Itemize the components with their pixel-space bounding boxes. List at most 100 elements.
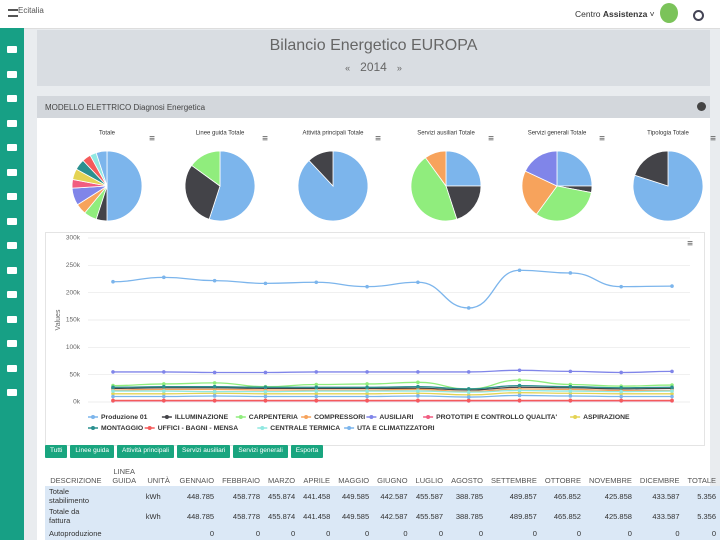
- point: [162, 392, 166, 396]
- sidebar-icon[interactable]: [7, 168, 17, 176]
- point: [314, 394, 319, 399]
- point: [111, 385, 115, 390]
- chart-menu: ≡: [710, 134, 716, 145]
- table-cell: 0: [264, 526, 300, 540]
- y-tick-label: 150k: [66, 317, 81, 324]
- sidebar-icon[interactable]: [7, 193, 17, 200]
- series-line: [112, 379, 673, 390]
- filter-button[interactable]: Servizi ausiliari: [177, 445, 231, 458]
- table-cell: 455.874: [264, 486, 300, 506]
- sidebar-icon[interactable]: [7, 291, 17, 298]
- column-header: AGOSTO: [451, 476, 484, 485]
- point: [111, 279, 115, 284]
- sidebar-icon[interactable]: [7, 95, 17, 102]
- prev-year[interactable]: «: [345, 63, 351, 73]
- sidebar-icon[interactable]: [7, 119, 17, 127]
- series-line: [112, 384, 673, 390]
- next-year[interactable]: »: [396, 63, 402, 73]
- point: [212, 394, 217, 398]
- legend-marker: [164, 415, 169, 419]
- pie-slice: [424, 150, 447, 188]
- y-tick-label: 100k: [66, 344, 81, 351]
- point: [466, 395, 471, 399]
- point: [619, 394, 623, 399]
- table-cell: kWh: [141, 506, 176, 526]
- pie-slice: [445, 150, 482, 187]
- table-row: Totale stabilimento kWh 448.785 458.778 455.…: [45, 486, 720, 506]
- series-line: [112, 269, 673, 309]
- filter-button[interactable]: Attività principali: [117, 445, 174, 458]
- point: [365, 389, 369, 393]
- brand[interactable]: Ecitalia: [18, 6, 44, 15]
- avatar[interactable]: [660, 3, 678, 23]
- chart-menu: ≡: [262, 134, 268, 145]
- point: [365, 370, 369, 374]
- point: [517, 368, 522, 373]
- legend-label: MONTAGGIO: [101, 425, 143, 432]
- pie-slice: [208, 150, 256, 222]
- point: [619, 370, 623, 375]
- table-cell: 448.785: [175, 506, 219, 526]
- point: [314, 385, 319, 390]
- point: [466, 398, 471, 403]
- point: [568, 271, 573, 275]
- sidebar-icon[interactable]: [7, 389, 17, 396]
- pie-slice: [184, 164, 221, 220]
- point: [670, 392, 674, 396]
- pie-slice: [191, 150, 221, 187]
- point: [568, 398, 573, 403]
- filter-button[interactable]: Tutti: [45, 445, 68, 458]
- y-tick-label: 300k: [66, 235, 81, 242]
- sidebar-icon[interactable]: [7, 217, 17, 225]
- sidebar-icon[interactable]: [7, 46, 17, 53]
- column-header: TOTALE: [687, 476, 716, 485]
- sidebar-icon[interactable]: [7, 242, 17, 249]
- column-header: SETTEMBRE: [491, 476, 537, 485]
- point: [263, 370, 268, 375]
- sidebar-icon[interactable]: [7, 144, 17, 151]
- point: [416, 394, 420, 398]
- pie-slice: [556, 150, 593, 187]
- table-cell: 465.852: [540, 506, 585, 526]
- column-header: DESCRIZIONE: [50, 476, 102, 485]
- point: [314, 382, 319, 387]
- point: [619, 398, 623, 403]
- series-line: [112, 389, 673, 393]
- legend-label: AUSILIARI: [379, 414, 413, 421]
- point: [162, 394, 166, 399]
- pie-title: Linee guida Totale: [196, 131, 245, 137]
- collapse-button[interactable]: [697, 102, 706, 111]
- point: [314, 398, 319, 403]
- legend-marker: [260, 426, 265, 430]
- point: [111, 389, 115, 393]
- sidebar-icon[interactable]: [7, 364, 17, 372]
- point: [619, 389, 623, 394]
- menu-icon[interactable]: [8, 9, 18, 17]
- chart-menu: ≡: [375, 134, 381, 145]
- point: [263, 398, 268, 403]
- sidebar-icon[interactable]: [7, 340, 17, 347]
- user-prefix: Centro: [575, 9, 601, 19]
- sidebar-icon[interactable]: [7, 315, 17, 323]
- table-cell: 0: [447, 526, 488, 540]
- table-cell: 425.858: [584, 506, 636, 526]
- legend-marker: [426, 415, 431, 419]
- user-menu[interactable]: Centro Assistenza ˅: [575, 9, 655, 19]
- sidebar-icon[interactable]: [7, 266, 17, 274]
- sidebar-icon[interactable]: [7, 70, 17, 78]
- filter-button[interactable]: Servizi generali: [233, 445, 288, 458]
- filter-button[interactable]: Esporta: [290, 445, 324, 458]
- table-cell: 455.587: [411, 506, 448, 526]
- table-cell: 5.356: [683, 486, 720, 506]
- point: [365, 394, 369, 399]
- point: [466, 306, 471, 310]
- table-cell: 0: [487, 526, 541, 540]
- series-line: [113, 394, 672, 398]
- point: [670, 385, 674, 390]
- report-header: Bilancio Energetico EUROPA « 2014 »: [37, 30, 710, 86]
- settings-icon[interactable]: [693, 10, 704, 21]
- table-cell: 0: [635, 526, 684, 540]
- point: [568, 389, 573, 393]
- filter-button[interactable]: Linee guida: [70, 445, 115, 458]
